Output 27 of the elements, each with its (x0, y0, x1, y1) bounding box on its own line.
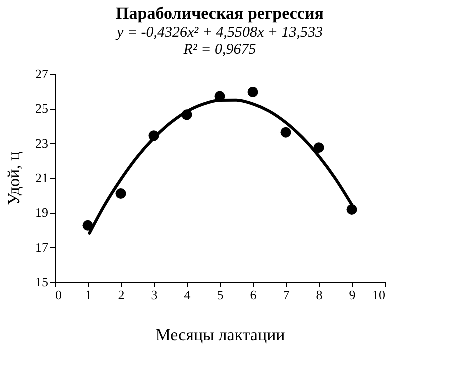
x-axis-title: Месяцы лактации (156, 326, 286, 344)
point (248, 86, 258, 98)
y-tick-label: 23 (36, 136, 48, 151)
y-tick-label: 27 (36, 66, 49, 82)
chart-title: Параболическая регрессия (116, 4, 324, 23)
point (314, 142, 324, 154)
x-tick-label: 5 (217, 288, 224, 302)
y-tick-label: 25 (36, 101, 48, 116)
y-axis-title: Удой, ц (4, 152, 24, 206)
y-tick-label: 21 (36, 170, 48, 186)
x-tick-label: 10 (372, 288, 386, 302)
y-tick-label: 19 (36, 205, 48, 220)
y-tick-label: 17 (36, 240, 49, 255)
y-tick-label: 15 (36, 274, 48, 290)
x-tick-label: 8 (316, 288, 323, 302)
point (116, 188, 126, 200)
x-tick-label: 4 (184, 288, 192, 302)
point (346, 204, 358, 215)
x-tick-label: 7 (283, 288, 290, 302)
x-tick-label: 2 (118, 288, 125, 302)
chart-subtitle: y = -0,4326x² + 4,5508x + 13,533 R² = 0,9675 (114, 25, 324, 58)
x-tick-label: 0 (56, 288, 62, 302)
x-tick-label: 3 (151, 288, 158, 302)
point (280, 127, 292, 138)
x-tick-label: 1 (85, 288, 92, 302)
x-tick-label: 6 (250, 288, 258, 302)
x-tick-label: 9 (349, 288, 356, 302)
